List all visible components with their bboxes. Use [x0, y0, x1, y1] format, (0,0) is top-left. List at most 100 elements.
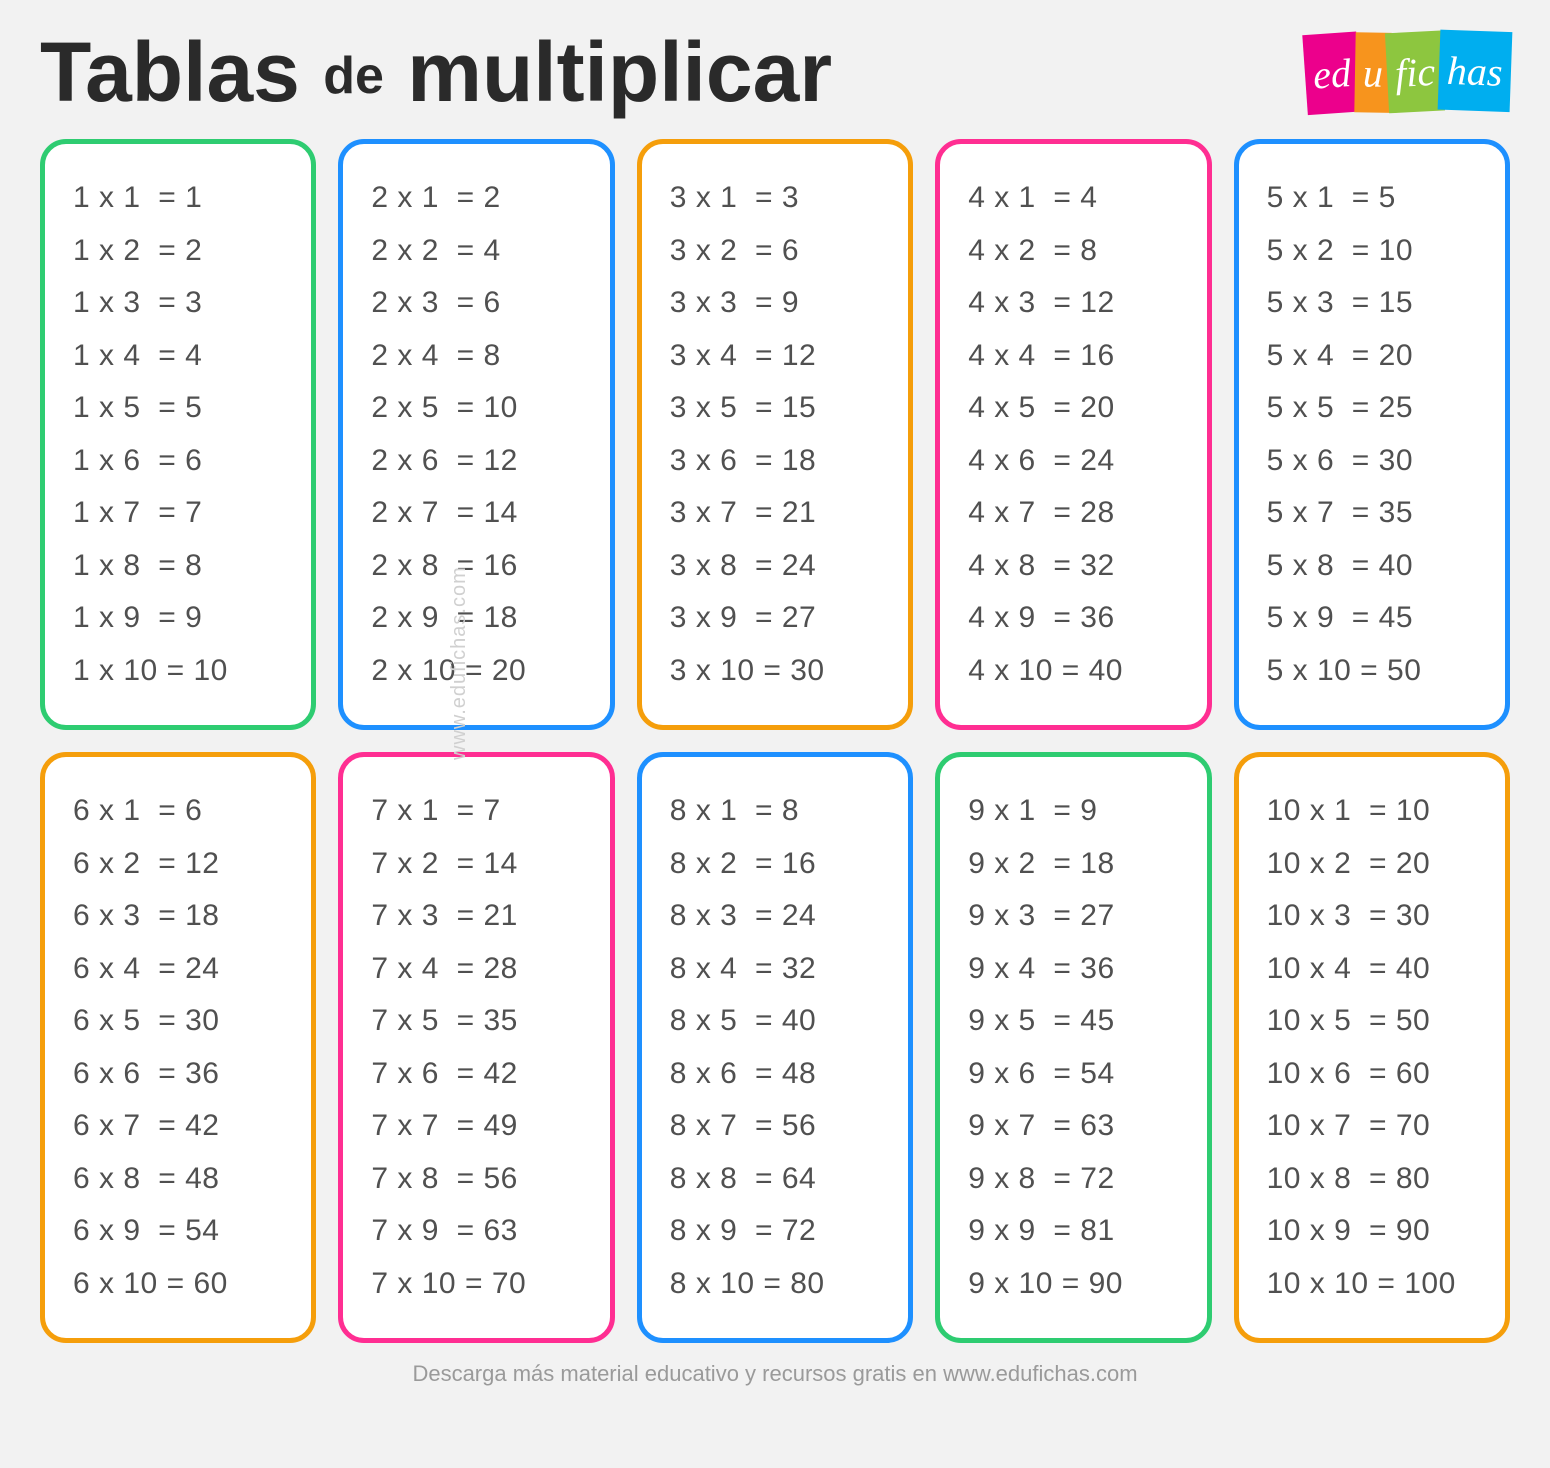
multiplication-result: 8 [1080, 225, 1097, 278]
equals-sign: = [149, 540, 185, 593]
equals-sign: = [1045, 785, 1081, 838]
multiplication-result: 48 [782, 1048, 816, 1101]
multiplication-result: 63 [1080, 1100, 1114, 1153]
logo: ed u fic has [1304, 30, 1511, 114]
equals-sign: = [149, 277, 185, 330]
table-row: 4 x 8 = 32 [968, 540, 1178, 593]
multiplication-lhs: 7 x 5 [371, 995, 447, 1048]
multiplication-lhs: 3 x 7 [670, 487, 746, 540]
equals-sign: = [456, 1258, 492, 1311]
multiplication-result: 20 [492, 645, 526, 698]
multiplication-lhs: 4 x 1 [968, 172, 1044, 225]
equals-sign: = [149, 330, 185, 383]
equals-sign: = [1360, 890, 1396, 943]
equals-sign: = [746, 382, 782, 435]
multiplication-result: 30 [1396, 890, 1430, 943]
multiplication-lhs: 3 x 10 [670, 645, 755, 698]
multiplication-result: 36 [185, 1048, 219, 1101]
multiplication-lhs: 7 x 4 [371, 943, 447, 996]
equals-sign: = [1045, 540, 1081, 593]
multiplication-result: 72 [1080, 1153, 1114, 1206]
equals-sign: = [158, 645, 194, 698]
equals-sign: = [746, 487, 782, 540]
table-row: 6 x 10 = 60 [73, 1258, 283, 1311]
multiplication-result: 90 [1396, 1205, 1430, 1258]
multiplication-lhs: 6 x 8 [73, 1153, 149, 1206]
equals-sign: = [149, 1153, 185, 1206]
equals-sign: = [1343, 382, 1379, 435]
equals-sign: = [755, 1258, 791, 1311]
multiplication-lhs: 3 x 1 [670, 172, 746, 225]
table-row: 1 x 5 = 5 [73, 382, 283, 435]
equals-sign: = [1360, 785, 1396, 838]
multiplication-lhs: 5 x 10 [1267, 645, 1352, 698]
table-row: 9 x 1 = 9 [968, 785, 1178, 838]
equals-sign: = [149, 487, 185, 540]
multiplication-lhs: 8 x 8 [670, 1153, 746, 1206]
logo-part-1: ed [1302, 32, 1361, 116]
table-row: 1 x 10 = 10 [73, 645, 283, 698]
multiplication-result: 5 [185, 382, 202, 435]
multiplication-result: 8 [782, 785, 799, 838]
multiplication-lhs: 3 x 3 [670, 277, 746, 330]
table-row: 8 x 6 = 48 [670, 1048, 880, 1101]
multiplication-result: 4 [185, 330, 202, 383]
table-row: 1 x 7 = 7 [73, 487, 283, 540]
multiplication-lhs: 5 x 9 [1267, 592, 1343, 645]
table-row: 4 x 9 = 36 [968, 592, 1178, 645]
table-row: 3 x 9 = 27 [670, 592, 880, 645]
multiplication-lhs: 9 x 2 [968, 838, 1044, 891]
table-row: 10 x 5 = 50 [1267, 995, 1477, 1048]
equals-sign: = [1360, 1048, 1396, 1101]
equals-sign: = [1343, 487, 1379, 540]
equals-sign: = [1360, 995, 1396, 1048]
table-row: 10 x 8 = 80 [1267, 1153, 1477, 1206]
table-row: 9 x 4 = 36 [968, 943, 1178, 996]
multiplication-result: 7 [185, 487, 202, 540]
equals-sign: = [746, 890, 782, 943]
table-row: 7 x 6 = 42 [371, 1048, 581, 1101]
table-row: 6 x 9 = 54 [73, 1205, 283, 1258]
equals-sign: = [1343, 435, 1379, 488]
multiplication-result: 72 [782, 1205, 816, 1258]
table-row: 5 x 5 = 25 [1267, 382, 1477, 435]
multiplication-result: 63 [483, 1205, 517, 1258]
table-row: 8 x 5 = 40 [670, 995, 880, 1048]
equals-sign: = [1343, 172, 1379, 225]
multiplication-result: 60 [1396, 1048, 1430, 1101]
table-card-9: 9 x 1 = 99 x 2 = 189 x 3 = 279 x 4 = 369… [935, 752, 1211, 1343]
page-title: Tablas de multiplicar [40, 30, 832, 114]
multiplication-lhs: 9 x 10 [968, 1258, 1053, 1311]
multiplication-lhs: 1 x 10 [73, 645, 158, 698]
table-row: 3 x 8 = 24 [670, 540, 880, 593]
table-row: 3 x 3 = 9 [670, 277, 880, 330]
multiplication-lhs: 2 x 1 [371, 172, 447, 225]
multiplication-result: 42 [185, 1100, 219, 1153]
multiplication-result: 14 [483, 838, 517, 891]
multiplication-lhs: 3 x 9 [670, 592, 746, 645]
table-row: 10 x 3 = 30 [1267, 890, 1477, 943]
multiplication-lhs: 4 x 4 [968, 330, 1044, 383]
multiplication-result: 20 [1396, 838, 1430, 891]
table-row: 6 x 4 = 24 [73, 943, 283, 996]
table-row: 9 x 8 = 72 [968, 1153, 1178, 1206]
table-row: 4 x 6 = 24 [968, 435, 1178, 488]
equals-sign: = [1045, 943, 1081, 996]
table-row: 4 x 5 = 20 [968, 382, 1178, 435]
table-row: 8 x 8 = 64 [670, 1153, 880, 1206]
table-row: 5 x 6 = 30 [1267, 435, 1477, 488]
multiplication-lhs: 6 x 4 [73, 943, 149, 996]
multiplication-result: 60 [193, 1258, 227, 1311]
table-row: 10 x 7 = 70 [1267, 1100, 1477, 1153]
multiplication-result: 12 [185, 838, 219, 891]
multiplication-result: 20 [1080, 382, 1114, 435]
multiplication-result: 35 [483, 995, 517, 1048]
multiplication-lhs: 3 x 4 [670, 330, 746, 383]
equals-sign: = [448, 838, 484, 891]
equals-sign: = [1045, 995, 1081, 1048]
multiplication-result: 9 [782, 277, 799, 330]
multiplication-result: 10 [1396, 785, 1430, 838]
multiplication-result: 25 [1379, 382, 1413, 435]
table-row: 7 x 5 = 35 [371, 995, 581, 1048]
multiplication-result: 18 [1080, 838, 1114, 891]
